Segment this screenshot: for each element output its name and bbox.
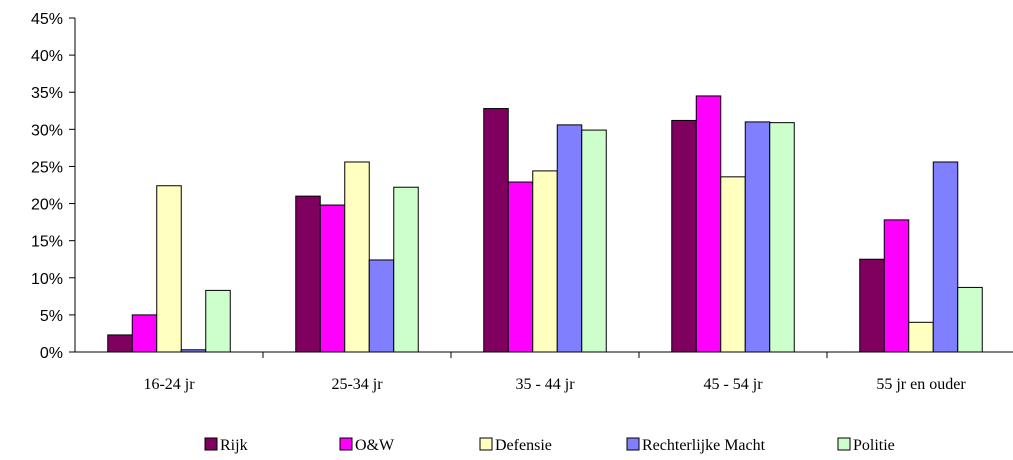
y-tick-label: 25% xyxy=(31,159,63,176)
legend-swatch xyxy=(339,437,353,451)
x-tick-label: 45 - 54 jr xyxy=(703,376,763,393)
bar-rijk-4 xyxy=(859,258,885,353)
legend-swatch xyxy=(837,437,851,451)
bar-o-w-1 xyxy=(319,204,346,353)
x-tick-label: 25-34 jr xyxy=(331,376,383,393)
bar-defensie-1 xyxy=(344,161,370,353)
y-tick-label: 0% xyxy=(40,345,63,362)
legend-swatch xyxy=(479,437,493,451)
bar-rijk-0 xyxy=(107,334,133,353)
bar-rijk-2 xyxy=(483,108,509,353)
y-tick-label: 15% xyxy=(31,234,63,251)
bar-rechterlijke-macht-2 xyxy=(556,124,583,353)
bar-defensie-3 xyxy=(720,176,746,353)
bar-o-w-2 xyxy=(507,181,534,353)
bar-politie-0 xyxy=(205,289,231,353)
legend-swatch xyxy=(204,437,218,451)
chart-bars xyxy=(107,95,983,353)
bar-rechterlijke-macht-4 xyxy=(932,161,959,353)
y-tick-label: 10% xyxy=(31,271,63,288)
y-tick-label: 40% xyxy=(31,48,63,65)
bar-defensie-2 xyxy=(532,170,558,353)
x-tick-label: 35 - 44 jr xyxy=(515,376,575,393)
bar-politie-2 xyxy=(581,129,607,353)
legend-label: Rechterlijke Macht xyxy=(642,437,766,454)
y-tick-label: 45% xyxy=(31,11,63,28)
bar-o-w-0 xyxy=(131,314,158,353)
y-tick-label: 5% xyxy=(40,308,63,325)
bar-politie-1 xyxy=(393,186,419,353)
chart-legend: Rijk O&W Defensie Rechterlijke Macht Politie xyxy=(204,437,895,454)
y-tick-label: 20% xyxy=(31,197,63,214)
legend-swatch xyxy=(626,437,640,451)
bar-politie-4 xyxy=(957,286,983,353)
y-tick-label: 35% xyxy=(31,85,63,102)
bar-defensie-4 xyxy=(908,321,934,353)
legend-label: Rijk xyxy=(220,437,248,454)
legend-label: O&W xyxy=(355,437,395,454)
y-tick-label: 30% xyxy=(31,122,63,139)
legend-label: Defensie xyxy=(495,437,552,454)
x-tick-label: 16-24 jr xyxy=(143,376,195,393)
bar-defensie-0 xyxy=(156,185,182,353)
bar-politie-3 xyxy=(769,122,795,353)
bar-rechterlijke-macht-0 xyxy=(180,349,207,353)
bar-rijk-1 xyxy=(295,195,321,353)
bar-rijk-3 xyxy=(671,119,697,353)
chart-tick-labels: 0% 5% 10% 15% 20% 25% 30% 35% 40% 45% 16-24 jr 25-3… xyxy=(31,11,966,393)
legend-label: Politie xyxy=(853,437,895,454)
bar-rechterlijke-macht-1 xyxy=(368,259,395,353)
bar-o-w-3 xyxy=(695,95,722,353)
bar-o-w-4 xyxy=(883,219,910,353)
bar-rechterlijke-macht-3 xyxy=(744,121,771,353)
x-tick-label: 55 jr en ouder xyxy=(876,376,966,393)
